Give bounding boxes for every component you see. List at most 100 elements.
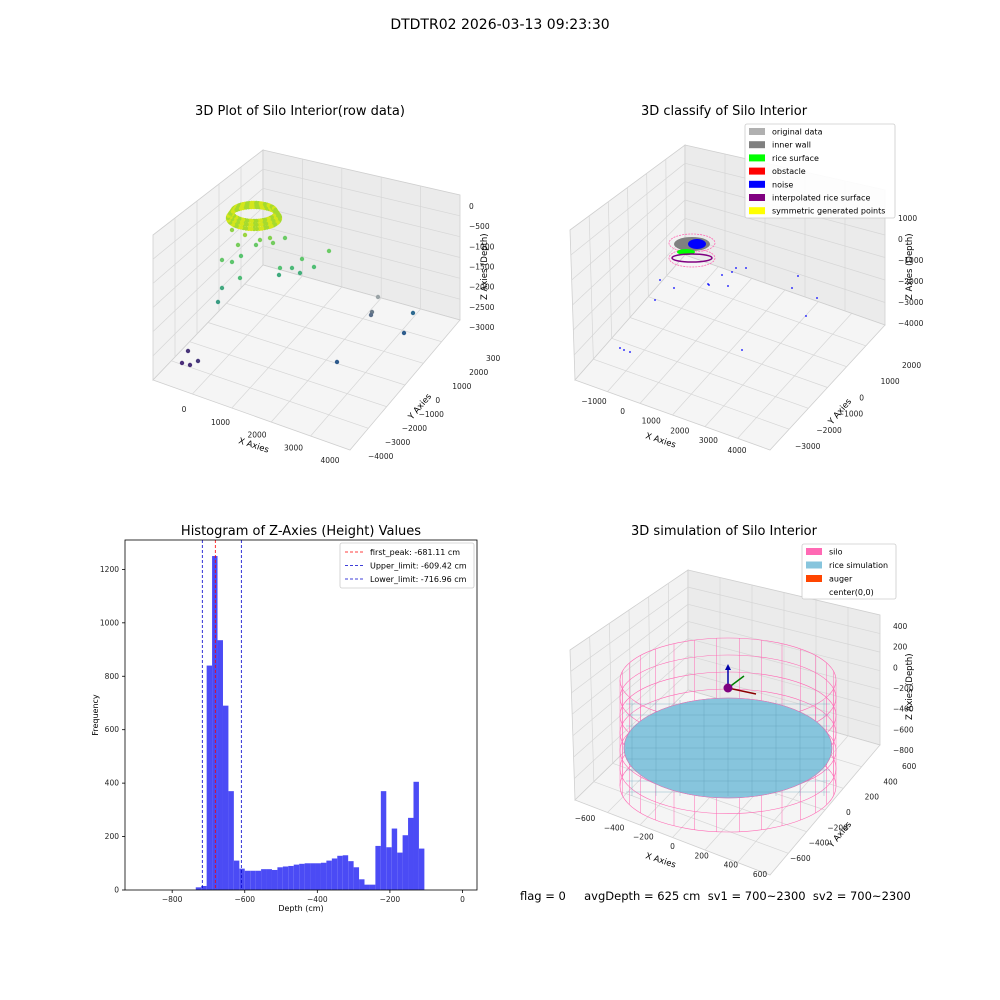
raw-point <box>368 312 374 318</box>
panel1-z-tick: −1500 <box>469 263 495 272</box>
panel1-title: 3D Plot of Silo Interior(row data) <box>195 104 405 119</box>
panel1-x-tick: 0 <box>182 405 187 414</box>
histogram-bar <box>304 863 311 890</box>
panel1-x-tick: 1000 <box>211 418 230 427</box>
raw-point <box>270 240 276 246</box>
axis-x-arrow <box>727 687 757 695</box>
panel4-z-tick: 400 <box>893 622 908 631</box>
legend-label: inner wall <box>772 141 811 150</box>
histogram-bar <box>391 828 398 890</box>
histogram-bar <box>397 852 403 890</box>
raw-point <box>311 264 317 270</box>
raw-point <box>334 359 340 365</box>
panel3-axes-frame <box>124 539 478 891</box>
noise-point <box>654 299 656 301</box>
raw-point <box>299 256 305 262</box>
panel2-x-tick: 0 <box>620 407 625 416</box>
histogram-bar <box>369 884 376 890</box>
histogram-bar <box>201 885 207 890</box>
legend-swatch <box>806 561 822 569</box>
raw-point <box>253 242 259 248</box>
histogram-bar <box>293 864 300 890</box>
panel2-y-tick: 1000 <box>881 377 900 386</box>
panel1-zlabel: Z Axies (Depth) <box>480 233 490 300</box>
raw-point <box>187 362 193 368</box>
histogram-bar <box>255 870 262 890</box>
panel3-x-tick: −800 <box>162 895 183 904</box>
panel4-x-tick: 200 <box>695 851 710 860</box>
histogram-bar <box>418 848 425 890</box>
panel4-x-tick: 600 <box>753 870 768 879</box>
panel2-y-tick: 2000 <box>902 361 921 370</box>
histogram-bar <box>239 868 245 890</box>
histogram-bar <box>288 865 294 890</box>
panel4-z-tick: −400 <box>893 705 914 714</box>
histogram-bar <box>310 863 316 890</box>
panel3-xlabel: Depth (cm) <box>278 904 323 913</box>
histogram-bar <box>342 855 349 890</box>
histogram-bar <box>222 705 229 890</box>
legend-label: Upper_limit: -609.42 cm <box>370 562 467 571</box>
legend-label: obstacle <box>772 167 806 176</box>
panel4-zlabel: Z Axies (Depth) <box>905 653 915 720</box>
raw-point <box>238 253 244 259</box>
raw-point <box>401 330 407 336</box>
legend-swatch <box>749 128 765 135</box>
panel1-x-tick: 3000 <box>284 443 303 452</box>
panel4-z-tick: −800 <box>893 746 914 755</box>
raw-point <box>229 259 235 265</box>
panel4-x-tick: 400 <box>724 861 739 870</box>
histogram-bar <box>228 791 234 890</box>
panel4-x-tick: −400 <box>604 823 625 832</box>
noise-point <box>659 279 661 281</box>
panel1-z-tick: 0 <box>469 202 474 211</box>
legend-label: auger <box>829 575 853 584</box>
noise-point <box>708 284 710 286</box>
panel4-legend: silo rice simulation auger center(0,0) <box>801 543 897 600</box>
raw-point <box>195 358 201 364</box>
histogram-bar <box>402 835 409 890</box>
panel2-z-tick: 1000 <box>898 214 917 223</box>
noise-point <box>741 349 743 351</box>
panel4-y-tick: −400 <box>809 839 830 848</box>
histogram-bar <box>266 869 272 890</box>
panel1-x-tick: 2000 <box>247 431 266 440</box>
panel4-y-tick: 200 <box>865 793 880 802</box>
panel3-x-tick: −600 <box>234 895 255 904</box>
panel4-z-tick: 200 <box>893 643 908 652</box>
panel3-histogram: −800 −600 −400 −200 0 020040060080010001200 … <box>91 539 478 913</box>
legend-swatch <box>749 141 765 149</box>
legend-swatch <box>749 180 765 188</box>
panel4-title: 3D simulation of Silo Interior <box>631 524 817 539</box>
legend-swatch <box>749 167 765 175</box>
histogram-bar <box>282 866 289 890</box>
panel1-y-tick: −4000 <box>368 452 394 461</box>
raw-point <box>276 272 282 278</box>
histogram-bar <box>261 869 267 890</box>
legend-label: Lower_limit: -716.96 cm <box>370 575 467 584</box>
panel1-axes-frame <box>152 149 461 451</box>
raw-point <box>410 310 416 316</box>
legend-label: noise <box>772 180 793 189</box>
panel3-x-tick: −400 <box>307 895 328 904</box>
noise-point <box>735 267 737 269</box>
panel4-3d-plot: −600−400−2000200400600−600−400−200020040… <box>569 543 917 879</box>
noise-point <box>797 275 799 277</box>
histogram-bar <box>326 860 332 890</box>
panel3-y-tick: 800 <box>105 672 120 681</box>
panel4-x-tick: −200 <box>633 833 654 842</box>
raw-point <box>242 232 248 238</box>
panel2-x-tick: 1000 <box>642 417 661 426</box>
raw-point <box>179 360 185 366</box>
panel1-z-tick: −2000 <box>469 283 495 292</box>
raw-point <box>237 275 243 281</box>
panel2-x-tick: 4000 <box>727 446 746 455</box>
panel4-xlabel: X Axies <box>644 851 677 870</box>
panel4-z-tick: 0 <box>893 663 898 672</box>
legend-label: silo <box>829 548 843 557</box>
histogram-bar <box>375 845 381 890</box>
raw-point <box>229 227 235 233</box>
legend-label: first_peak: -681.11 cm <box>370 548 460 557</box>
panel2-z-tick: −3000 <box>898 298 924 307</box>
